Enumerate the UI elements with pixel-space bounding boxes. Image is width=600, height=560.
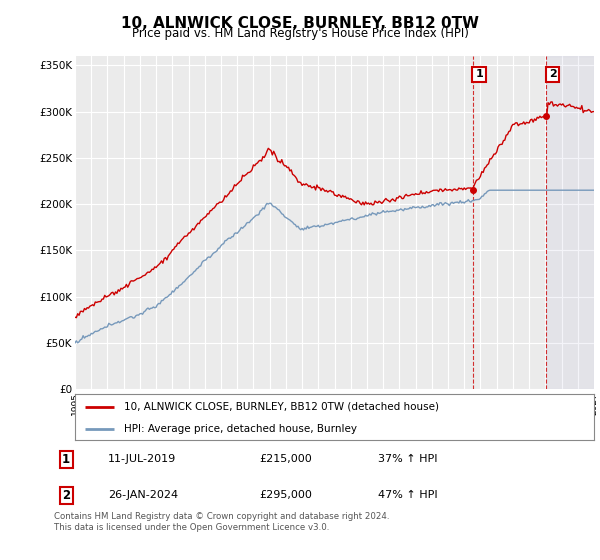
Text: 11-JUL-2019: 11-JUL-2019 [108,454,176,464]
Text: 1: 1 [62,453,70,466]
Text: Contains HM Land Registry data © Crown copyright and database right 2024.
This d: Contains HM Land Registry data © Crown c… [54,512,389,532]
Text: 10, ALNWICK CLOSE, BURNLEY, BB12 0TW (detached house): 10, ALNWICK CLOSE, BURNLEY, BB12 0TW (de… [124,402,439,412]
Text: Price paid vs. HM Land Registry's House Price Index (HPI): Price paid vs. HM Land Registry's House … [131,27,469,40]
Text: 37% ↑ HPI: 37% ↑ HPI [378,454,437,464]
Text: 47% ↑ HPI: 47% ↑ HPI [378,491,437,501]
Text: 10, ALNWICK CLOSE, BURNLEY, BB12 0TW: 10, ALNWICK CLOSE, BURNLEY, BB12 0TW [121,16,479,31]
Text: 1: 1 [475,69,483,80]
Text: £215,000: £215,000 [259,454,312,464]
Text: HPI: Average price, detached house, Burnley: HPI: Average price, detached house, Burn… [124,424,358,435]
Text: 2: 2 [549,69,557,80]
Text: 2: 2 [62,489,70,502]
Text: £295,000: £295,000 [259,491,312,501]
Text: 26-JAN-2024: 26-JAN-2024 [108,491,178,501]
Bar [547,56,594,389]
